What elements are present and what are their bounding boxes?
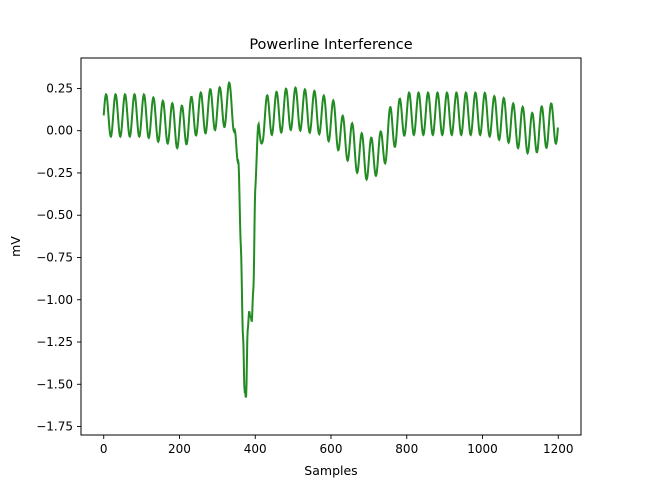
y-tick-label: −0.75 <box>36 250 73 264</box>
y-axis-ticks: 0.25 0.00 −0.25 −0.50 −0.75 −1.00 −1.25 −1.50 −1… <box>36 81 81 434</box>
x-tick-label: 1000 <box>467 442 498 456</box>
y-tick-label: −1.75 <box>36 420 73 434</box>
y-tick-label: −1.25 <box>36 335 73 349</box>
x-tick-label: 0 <box>100 442 108 456</box>
chart-title: Powerline Interference <box>249 37 412 53</box>
x-tick-label: 600 <box>320 442 343 456</box>
y-tick-label: 0.00 <box>46 124 73 138</box>
y-tick-label: −1.50 <box>36 377 73 391</box>
y-axis-label: mV <box>8 236 23 257</box>
y-tick-label: −0.25 <box>36 166 73 180</box>
y-tick-label: 0.25 <box>46 81 73 95</box>
x-tick-label: 400 <box>244 442 267 456</box>
series-line <box>102 81 559 398</box>
x-axis-label: Samples <box>304 463 357 478</box>
x-axis-ticks: 0 200 400 600 800 1000 1200 <box>100 435 574 456</box>
x-tick-label: 200 <box>168 442 191 456</box>
x-tick-label: 800 <box>395 442 418 456</box>
y-tick-label: −0.50 <box>36 208 73 222</box>
plot-axes: 0 200 400 600 800 1000 1200 0.25 0.00 −0.25 −0.50… <box>8 37 582 478</box>
y-tick-label: −1.00 <box>36 293 73 307</box>
x-tick-label: 1200 <box>543 442 574 456</box>
